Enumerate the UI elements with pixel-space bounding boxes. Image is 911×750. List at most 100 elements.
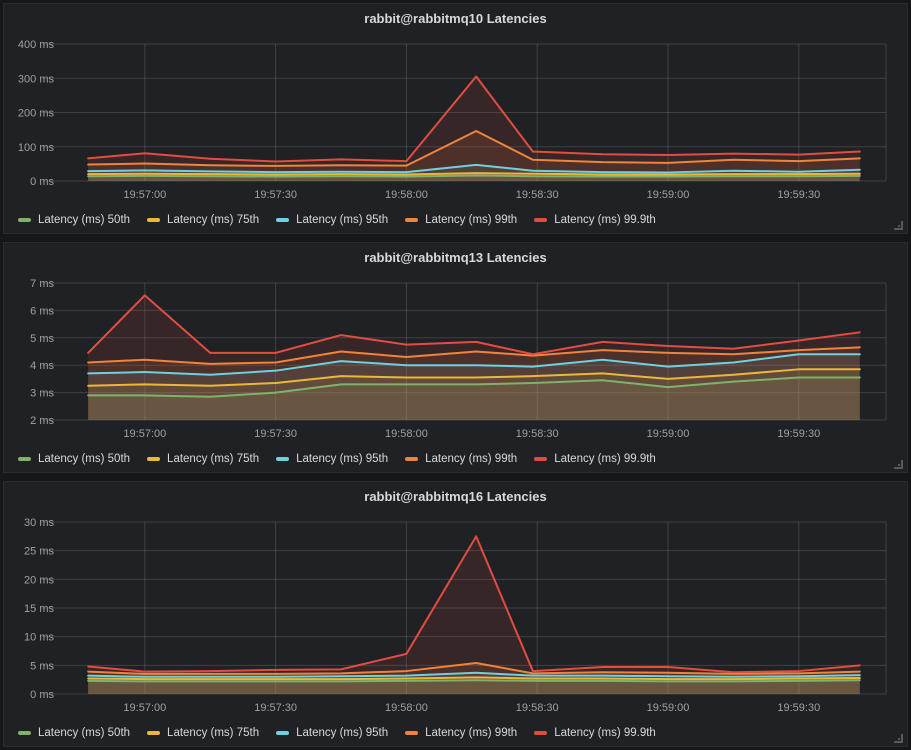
x-axis-tick-label: 19:57:30	[254, 702, 297, 714]
legend-series-swatch-icon	[18, 457, 31, 461]
y-axis-tick-label: 300 ms	[18, 73, 55, 85]
series-line	[87, 671, 861, 678]
panel-rabbitmq16-latencies: rabbit@rabbitmq16 Latencies 0 ms 5 ms 10 m…	[3, 481, 908, 747]
x-axis-tick-label: 19:57:00	[123, 189, 166, 201]
y-axis-tick-label: 200 ms	[18, 108, 55, 120]
legend-item[interactable]: Latency (ms) 99.9th	[534, 214, 656, 226]
legend-series-label: Latency (ms) 75th	[167, 214, 260, 226]
panel-title[interactable]: rabbit@rabbitmq13 Latencies	[364, 250, 547, 265]
legend-series-label: Latency (ms) 50th	[38, 727, 131, 739]
legend-series-label: Latency (ms) 50th	[38, 214, 131, 226]
legend-series-swatch-icon	[147, 457, 161, 461]
legend-item[interactable]: Latency (ms) 99.9th	[534, 453, 656, 465]
legend: Latency (ms) 50th Latency (ms) 75th Latenc…	[4, 207, 907, 233]
legend-series-swatch-icon	[276, 731, 290, 735]
series-line	[87, 346, 861, 365]
legend-item[interactable]: Latency (ms) 99th	[405, 214, 517, 226]
legend-item[interactable]: Latency (ms) 50th	[18, 214, 130, 226]
legend-series-label: Latency (ms) 95th	[296, 453, 389, 465]
legend-series-swatch-icon	[147, 731, 161, 735]
legend-series-swatch-icon	[276, 218, 290, 222]
legend: Latency (ms) 50th Latency (ms) 75th Latenc…	[4, 446, 907, 472]
y-axis-tick-label: 30 ms	[24, 517, 54, 529]
series-line	[87, 174, 861, 178]
y-axis-tick-label: 3 ms	[30, 388, 54, 400]
legend-item[interactable]: Latency (ms) 75th	[147, 214, 259, 226]
legend-item[interactable]: Latency (ms) 50th	[18, 727, 130, 739]
series-line	[87, 172, 861, 176]
y-axis-tick-label: 100 ms	[18, 142, 55, 154]
series-area	[88, 130, 860, 181]
series-area	[88, 295, 860, 420]
legend-series-label: Latency (ms) 99.9th	[554, 214, 656, 226]
panel-resize-handle-icon[interactable]	[894, 460, 903, 469]
legend-series-label: Latency (ms) 75th	[167, 727, 260, 739]
legend: Latency (ms) 50th Latency (ms) 75th Latenc…	[4, 720, 907, 746]
legend-series-swatch-icon	[276, 457, 290, 461]
legend-series-swatch-icon	[18, 218, 31, 222]
x-axis-tick-label: 19:58:00	[385, 702, 428, 714]
legend-series-label: Latency (ms) 50th	[38, 453, 131, 465]
y-axis-tick-label: 400 ms	[18, 39, 55, 51]
y-axis-tick-label: 2 ms	[30, 415, 54, 427]
x-axis-tick-label: 19:59:00	[647, 702, 690, 714]
legend-series-swatch-icon	[18, 731, 31, 735]
y-axis-tick-label: 15 ms	[24, 603, 54, 615]
legend-series-swatch-icon	[534, 457, 548, 461]
panel-title[interactable]: rabbit@rabbitmq10 Latencies	[364, 11, 547, 26]
y-axis-tick-label: 10 ms	[24, 632, 54, 644]
legend-series-label: Latency (ms) 95th	[296, 727, 389, 739]
y-axis-tick-label: 5 ms	[30, 333, 54, 345]
series-area	[88, 680, 860, 694]
latency-graph-rabbitmq16[interactable]: 0 ms 5 ms 10 ms 15 ms 20 ms 25 ms 30 ms 19:57:0…	[4, 507, 907, 720]
y-axis-tick-label: 25 ms	[24, 546, 54, 558]
legend-item[interactable]: Latency (ms) 99.9th	[534, 727, 656, 739]
series-area	[88, 369, 860, 420]
y-axis-tick-label: 7 ms	[30, 278, 54, 290]
series-line	[87, 376, 861, 398]
y-axis-tick-label: 4 ms	[30, 360, 54, 372]
series-area	[88, 663, 860, 694]
x-axis-tick-label: 19:59:00	[647, 428, 690, 440]
series-line	[87, 129, 861, 167]
series-line	[87, 353, 861, 376]
legend-item[interactable]: Latency (ms) 95th	[276, 453, 388, 465]
x-axis-tick-label: 19:59:30	[777, 428, 820, 440]
legend-series-swatch-icon	[147, 218, 161, 222]
x-axis-tick-label: 19:59:00	[647, 189, 690, 201]
legend-item[interactable]: Latency (ms) 95th	[276, 727, 388, 739]
series-area	[88, 76, 860, 181]
x-axis-tick-label: 19:57:00	[123, 702, 166, 714]
x-axis-tick-label: 19:58:30	[516, 428, 559, 440]
panel-title[interactable]: rabbit@rabbitmq16 Latencies	[364, 489, 547, 504]
latency-graph-rabbitmq10[interactable]: 0 ms 100 ms 200 ms 300 ms 400 ms 19:57:00 19:5…	[4, 29, 907, 207]
series-line	[87, 662, 861, 675]
legend-series-swatch-icon	[405, 457, 419, 461]
x-axis-tick-label: 19:58:30	[516, 702, 559, 714]
panel-resize-handle-icon[interactable]	[894, 221, 903, 230]
legend-series-label: Latency (ms) 99.9th	[554, 727, 656, 739]
legend-series-label: Latency (ms) 99.9th	[554, 453, 656, 465]
series-area	[88, 536, 860, 694]
x-axis-tick-label: 19:58:30	[516, 189, 559, 201]
series-area	[88, 377, 860, 420]
legend-series-swatch-icon	[534, 731, 548, 735]
legend-item[interactable]: Latency (ms) 75th	[147, 727, 259, 739]
legend-item[interactable]: Latency (ms) 50th	[18, 453, 130, 465]
panel-resize-handle-icon[interactable]	[894, 734, 903, 743]
legend-series-label: Latency (ms) 99th	[425, 214, 518, 226]
x-axis-tick-label: 19:59:30	[777, 702, 820, 714]
x-axis-tick-label: 19:57:30	[254, 428, 297, 440]
x-axis-tick-label: 19:57:00	[123, 428, 166, 440]
legend-series-label: Latency (ms) 99th	[425, 453, 518, 465]
x-axis-tick-label: 19:58:00	[385, 428, 428, 440]
legend-item[interactable]: Latency (ms) 75th	[147, 453, 259, 465]
legend-item[interactable]: Latency (ms) 99th	[405, 727, 517, 739]
legend-item[interactable]: Latency (ms) 95th	[276, 214, 388, 226]
panel-rabbitmq13-latencies: rabbit@rabbitmq13 Latencies 2 ms 3 ms 4 ms…	[3, 242, 908, 473]
y-axis-tick-label: 5 ms	[30, 660, 54, 672]
legend-item[interactable]: Latency (ms) 99th	[405, 453, 517, 465]
latency-graph-rabbitmq13[interactable]: 2 ms 3 ms 4 ms 5 ms 6 ms 7 ms 19:57:00 19:57:30…	[4, 268, 907, 446]
legend-series-label: Latency (ms) 95th	[296, 214, 389, 226]
